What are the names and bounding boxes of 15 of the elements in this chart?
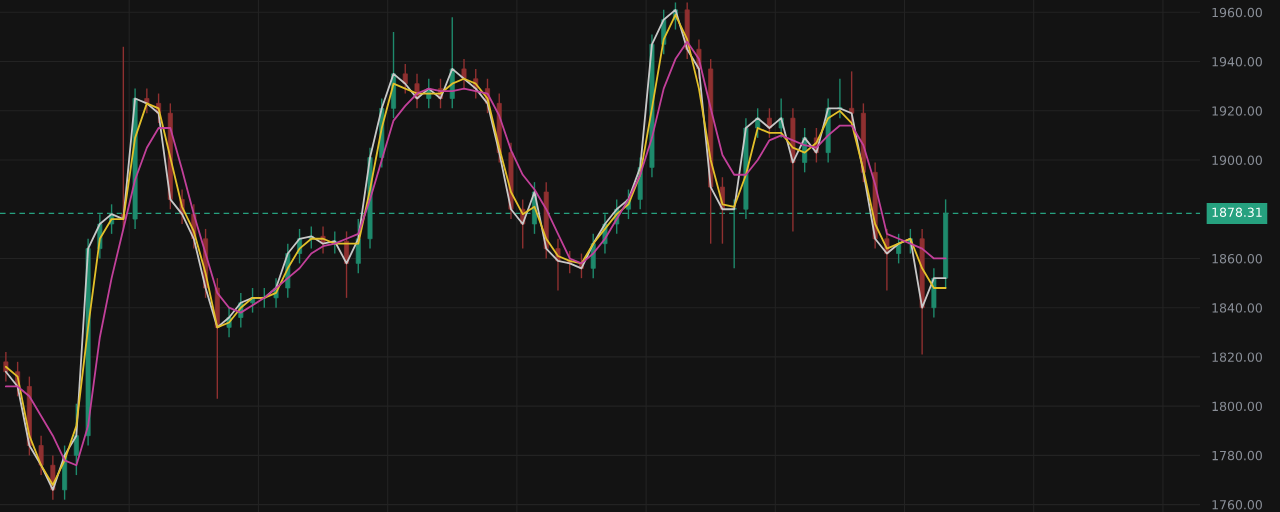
y-tick-label: 1960.00 <box>1212 7 1262 18</box>
candlestick <box>402 63 408 95</box>
y-tick-label: 1820.00 <box>1212 352 1262 362</box>
y-tick-label: 1860.00 <box>1212 253 1262 264</box>
y-tick-label: 1780.00 <box>1212 450 1262 461</box>
y-tick-label: 1840.00 <box>1212 303 1262 313</box>
candlestick <box>461 58 467 90</box>
y-tick-label: 1900.00 <box>1212 155 1262 165</box>
ref-line-label: 1878.31 <box>1212 207 1262 218</box>
y-tick-label: 1940.00 <box>1212 57 1262 67</box>
y-tick-label: 1800.00 <box>1212 401 1262 412</box>
y-tick-label: 1920.00 <box>1212 106 1262 116</box>
candlestick <box>38 434 44 476</box>
candlestick <box>144 87 150 114</box>
y-tick-label: 1760.00 <box>1212 500 1262 510</box>
